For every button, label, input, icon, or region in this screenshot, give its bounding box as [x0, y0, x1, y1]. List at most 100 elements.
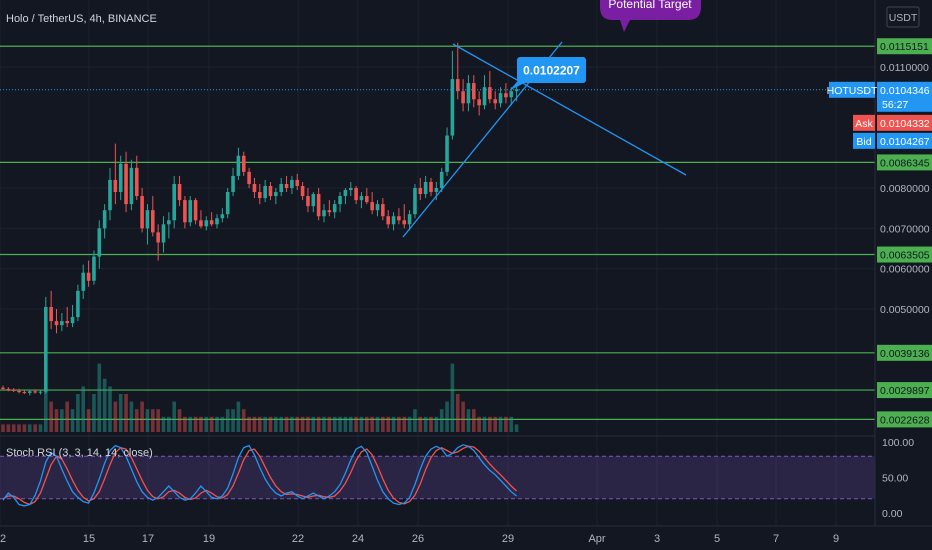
- candle: [343, 188, 348, 205]
- candle: [461, 79, 465, 112]
- stoch-tick-label: 50.00: [882, 473, 908, 485]
- time-axis[interactable]: 2 15 17 19 22 24 26 29 Apr 3 5 7 9: [0, 525, 932, 545]
- candle-body: [49, 306, 53, 322]
- volume-bar: [220, 416, 225, 432]
- candle-body: [60, 321, 64, 326]
- candle: [199, 210, 203, 229]
- candle: [445, 127, 449, 176]
- volume-bar: [338, 416, 342, 432]
- volume-bar: [124, 394, 128, 432]
- volume-bar: [445, 401, 449, 432]
- candle-body: [418, 188, 423, 195]
- price-callout[interactable]: 0.0102207: [509, 57, 586, 91]
- level-label-box: [877, 411, 932, 428]
- bid-price-badge: [877, 132, 932, 149]
- volume-bar: [167, 416, 171, 432]
- candle: [279, 177, 283, 197]
- candle: [76, 284, 80, 322]
- volume-bar: [423, 416, 428, 432]
- candle: [129, 159, 134, 211]
- candle-body: [306, 196, 310, 207]
- volume-bar: [86, 409, 91, 432]
- volume-bar: [439, 409, 444, 432]
- candle: [108, 167, 112, 221]
- volume-bar: [65, 401, 69, 432]
- time-axis-ticks: 2 15 17 19 22 24 26 29 Apr 3 5 7 9: [0, 533, 839, 545]
- volume-bar: [274, 416, 278, 432]
- stoch-k-line: [2, 444, 518, 507]
- candle-body: [477, 99, 481, 106]
- candle: [6, 387, 11, 392]
- callout-price-text: 0.0102207: [523, 64, 580, 78]
- time-tick-label: 22: [292, 533, 304, 545]
- price-tick-label: 0.0110000: [880, 62, 929, 74]
- volume-bar: [488, 416, 492, 432]
- volume-bar: [129, 401, 134, 432]
- candle-body: [397, 216, 401, 221]
- time-tick-label: 24: [352, 533, 364, 545]
- candle-body: [290, 179, 294, 188]
- volume-bar: [22, 424, 27, 432]
- volume-bar: [241, 409, 246, 432]
- volume-bar: [279, 416, 283, 432]
- candle-body: [455, 79, 460, 92]
- candle: [220, 208, 225, 223]
- potential-target-bubble[interactable]: Potential Target: [600, 0, 701, 32]
- candle-body: [151, 210, 155, 233]
- volume-bar: [284, 416, 289, 432]
- volume-bar: [33, 424, 37, 432]
- volume-bar: [209, 416, 214, 432]
- bid-name-text: Bid: [856, 136, 871, 148]
- volume-bar: [514, 424, 519, 432]
- volume-bar: [477, 416, 481, 432]
- candle-body: [44, 306, 48, 392]
- candle: [477, 91, 481, 116]
- currency-box[interactable]: [886, 6, 920, 28]
- candle: [247, 167, 251, 188]
- volume-bar: [429, 416, 433, 432]
- volume-bar: [193, 416, 198, 432]
- volume-bar: [97, 363, 102, 432]
- volume-bar: [306, 416, 310, 432]
- level-label-text: 0.0029897: [880, 385, 930, 397]
- candle: [423, 175, 428, 199]
- level-label-box: [877, 344, 932, 361]
- candle-body: [402, 220, 407, 225]
- candle: [482, 75, 487, 110]
- candle-body: [493, 99, 497, 104]
- volume-bar: [76, 394, 80, 432]
- volume-bar: [493, 416, 497, 432]
- candle-body: [263, 185, 267, 199]
- bid-name-badge: [853, 132, 875, 149]
- candle: [102, 204, 107, 239]
- candle-body: [108, 179, 112, 211]
- candle-body: [102, 210, 107, 229]
- volume-bar: [49, 401, 53, 432]
- volume-bar: [145, 409, 150, 432]
- candle: [1, 385, 5, 391]
- candle: [311, 192, 316, 213]
- level-label-text: 0.0022628: [880, 414, 930, 426]
- candle: [241, 151, 246, 176]
- volume-bar: [54, 409, 59, 432]
- candle: [236, 147, 241, 180]
- candle: [209, 212, 214, 227]
- candle-body: [482, 87, 487, 106]
- candle-body: [252, 183, 257, 193]
- candle: [215, 214, 219, 229]
- candle: [439, 167, 444, 193]
- candle-body: [145, 210, 150, 229]
- level-label-box: [877, 246, 932, 263]
- trendline-upper[interactable]: [452, 43, 687, 176]
- candle-body: [268, 185, 273, 197]
- candle: [263, 179, 267, 203]
- volume-bar: [134, 409, 139, 432]
- candle-body: [81, 272, 86, 291]
- candle: [418, 177, 423, 201]
- candle-body: [97, 228, 102, 257]
- volume-bar: [44, 386, 48, 432]
- volume-bar: [215, 416, 219, 432]
- candle: [27, 390, 32, 396]
- volume-bar: [177, 409, 182, 432]
